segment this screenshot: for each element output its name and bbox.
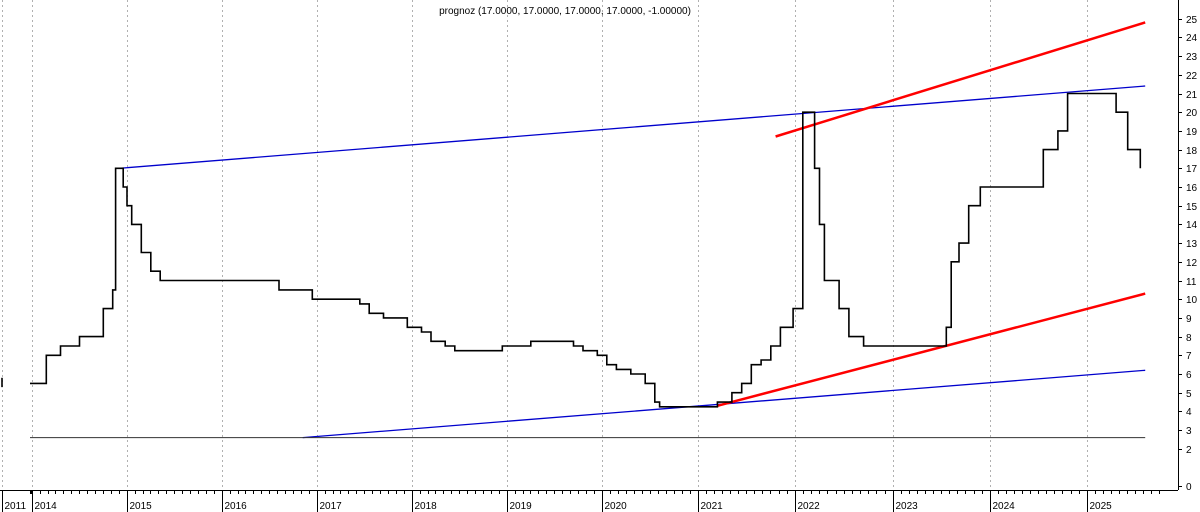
x-tick-label-2018: 2018 <box>415 501 438 512</box>
x-tick-label-2014: 2014 <box>35 501 58 512</box>
x-tick-label-2021: 2021 <box>701 501 724 512</box>
x-tick-label-2024: 2024 <box>993 501 1016 512</box>
y-tick-label-22: 22 <box>1186 71 1198 82</box>
y-tick-label-21: 21 <box>1186 90 1198 101</box>
y-tick-label-4: 4 <box>1186 407 1192 418</box>
y-tick-label-9: 9 <box>1186 314 1192 325</box>
y-tick-label-11: 11 <box>1186 277 1197 288</box>
y-tick-label-20: 20 <box>1186 108 1198 119</box>
y-tick-label-8: 8 <box>1186 333 1192 344</box>
y-tick-label-23: 23 <box>1186 52 1198 63</box>
x-tick-label-2022: 2022 <box>798 501 821 512</box>
grid-layer <box>2 0 1088 490</box>
y-tick-label-16: 16 <box>1186 183 1198 194</box>
y-tick-label-5: 5 <box>1186 389 1192 400</box>
y-tick-label-18: 18 <box>1186 146 1198 157</box>
y-tick-label-25: 25 <box>1186 15 1198 26</box>
upper-trend-line <box>775 21 1146 138</box>
x-tick-label-2016: 2016 <box>225 501 248 512</box>
y-tick-label-14: 14 <box>1186 220 1198 231</box>
lower-trend-line <box>717 292 1146 408</box>
x-tick-label-2017: 2017 <box>320 501 343 512</box>
y-tick-label-17: 17 <box>1186 164 1198 175</box>
x-tick-label-2023: 2023 <box>896 501 919 512</box>
y-tick-label-15: 15 <box>1186 202 1198 213</box>
y-tick-label-7: 7 <box>1186 351 1192 362</box>
y-tick-label-13: 13 <box>1186 239 1198 250</box>
y-tick-label-0: 0 <box>1186 482 1192 493</box>
y-tick-label-2: 2 <box>1186 445 1192 456</box>
x-tick-label-2019: 2019 <box>510 501 533 512</box>
y-tick-label-10: 10 <box>1186 295 1198 306</box>
price-step-line <box>30 92 1142 408</box>
x-tick-label-2020: 2020 <box>605 501 628 512</box>
chart-title: prognoz (17.0000, 17.0000, 17.0000, 17.0… <box>439 6 691 17</box>
y-tick-label-12: 12 <box>1186 258 1198 269</box>
y-tick-label-6: 6 <box>1186 370 1192 381</box>
x-tick-label-2015: 2015 <box>130 501 153 512</box>
x-tick-label-2025: 2025 <box>1090 501 1113 512</box>
x-tick-label-2011: 2011 <box>5 501 27 512</box>
y-tick-label-3: 3 <box>1186 426 1192 437</box>
y-tick-label-24: 24 <box>1186 33 1198 44</box>
y-tick-label-19: 19 <box>1186 127 1198 138</box>
upper-channel-line <box>119 85 1146 169</box>
series-layer <box>1 21 1146 439</box>
